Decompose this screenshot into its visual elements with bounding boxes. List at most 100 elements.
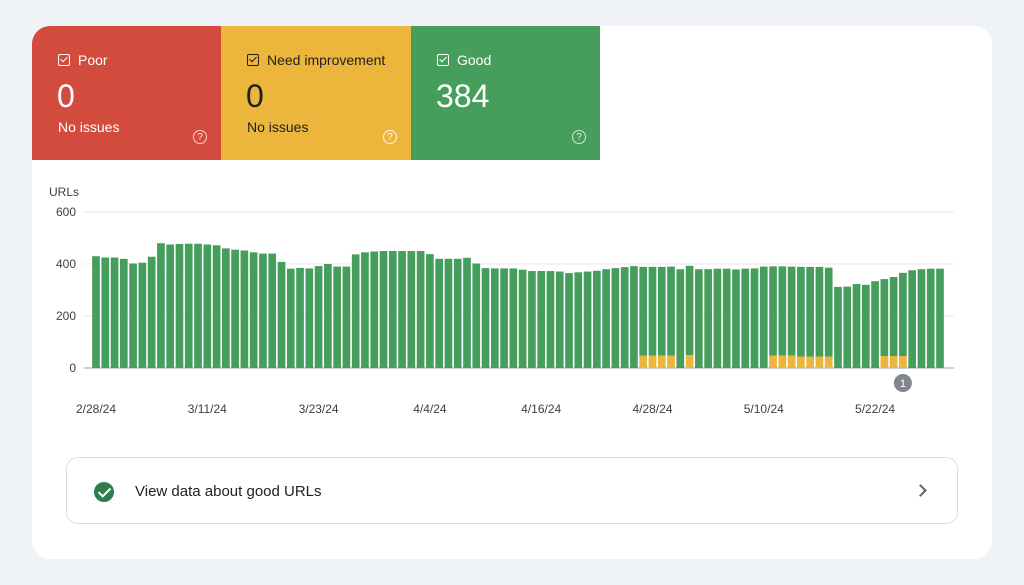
bar-good — [815, 266, 824, 357]
bar-good — [759, 266, 768, 368]
bar-good — [509, 268, 518, 368]
bar-good — [602, 269, 610, 368]
bar-good — [843, 286, 852, 368]
bar-need-improvement — [648, 355, 657, 368]
help-icon[interactable]: ? — [193, 130, 207, 144]
bar-good — [351, 254, 360, 368]
bar-good — [370, 251, 379, 368]
bar-good — [324, 264, 332, 368]
bar-good — [852, 284, 861, 368]
bar-good — [398, 251, 406, 368]
bar-good — [787, 266, 796, 356]
bar-good — [277, 261, 286, 368]
bar-good — [361, 252, 369, 368]
bar-need-improvement — [778, 355, 787, 368]
x-tick-label: 2/28/24 — [76, 402, 116, 416]
bar-good — [435, 258, 444, 368]
bar-need-improvement — [880, 356, 889, 368]
bar-need-improvement — [899, 356, 907, 368]
bar-good — [630, 266, 638, 368]
bar-good — [750, 268, 759, 368]
y-axis-label: URLs — [49, 185, 79, 199]
bar-good — [871, 281, 879, 368]
bar-good — [908, 270, 917, 368]
help-icon[interactable]: ? — [383, 130, 397, 144]
view-good-urls-link[interactable]: View data about good URLs — [66, 457, 958, 524]
annotation-label: 1 — [900, 378, 906, 390]
x-tick-label: 5/10/24 — [744, 402, 784, 416]
bar-good — [500, 268, 508, 368]
bar-need-improvement — [797, 356, 805, 368]
bar-good — [583, 271, 592, 368]
x-tick-label: 5/22/24 — [855, 402, 895, 416]
bar-good — [926, 268, 935, 368]
bar-good — [797, 266, 805, 357]
poor-status: No issues — [58, 119, 120, 135]
bar-good — [917, 269, 926, 368]
bar-good — [444, 258, 453, 368]
bar-good — [806, 266, 814, 357]
checkbox-icon[interactable] — [247, 54, 259, 66]
good-tile[interactable]: Good 384 ? — [411, 26, 600, 160]
bar-need-improvement — [639, 355, 648, 368]
bar-good — [620, 267, 629, 368]
bar-good — [286, 268, 295, 368]
checkbox-icon[interactable] — [58, 54, 70, 66]
poor-label: Poor — [78, 52, 108, 68]
bar-need-improvement — [667, 355, 675, 368]
bar-good — [453, 258, 462, 368]
bar-good — [101, 257, 110, 368]
bar-need-improvement — [685, 355, 694, 368]
bar-good — [157, 243, 165, 368]
check-circle-icon — [94, 482, 114, 502]
bar-good — [518, 269, 527, 368]
bar-good — [416, 251, 425, 368]
bar-good — [147, 256, 156, 368]
bar-good — [110, 257, 119, 368]
good-header: Good — [437, 52, 491, 68]
bar-good — [184, 243, 193, 368]
help-icon[interactable]: ? — [572, 130, 586, 144]
need-improvement-tile[interactable]: Need improvement 0 No issues ? — [221, 26, 411, 160]
bar-need-improvement — [787, 355, 796, 368]
bar-need-improvement — [889, 356, 898, 368]
bar-good — [861, 284, 870, 368]
bar-good — [119, 258, 128, 368]
poor-header: Poor — [58, 52, 108, 68]
bar-good — [212, 245, 221, 368]
bar-good — [704, 269, 712, 368]
bar-good — [695, 269, 703, 368]
good-count: 384 — [436, 78, 490, 114]
need-improvement-count: 0 — [246, 78, 264, 114]
poor-count: 0 — [57, 78, 75, 114]
bar-need-improvement — [824, 356, 833, 368]
bar-good — [722, 268, 731, 368]
bar-good — [268, 253, 277, 368]
bar-good — [463, 257, 471, 368]
bar-good — [611, 268, 620, 368]
bar-good — [936, 268, 944, 368]
bar-good — [92, 256, 100, 368]
bar-good — [490, 268, 499, 368]
bar-good — [296, 267, 304, 368]
bar-need-improvement — [815, 356, 824, 368]
bar-good — [657, 266, 666, 356]
poor-tile[interactable]: Poor 0 No issues ? — [32, 26, 221, 160]
x-tick-label: 4/4/24 — [413, 402, 447, 416]
view-good-urls-label: View data about good URLs — [135, 483, 322, 500]
x-tick-label: 3/23/24 — [299, 402, 339, 416]
bar-good — [824, 267, 833, 357]
bar-good — [769, 266, 777, 356]
bar-good — [379, 251, 388, 368]
bar-good — [667, 266, 675, 356]
bar-good — [426, 254, 434, 368]
bar-good — [314, 266, 323, 368]
bar-good — [778, 266, 787, 356]
bar-good — [240, 250, 249, 368]
bar-good — [175, 243, 184, 368]
need-improvement-status: No issues — [247, 119, 309, 135]
bar-need-improvement — [769, 355, 777, 368]
checkbox-icon[interactable] — [437, 54, 449, 66]
y-tick-label: 400 — [56, 257, 76, 271]
bar-good — [889, 277, 898, 357]
